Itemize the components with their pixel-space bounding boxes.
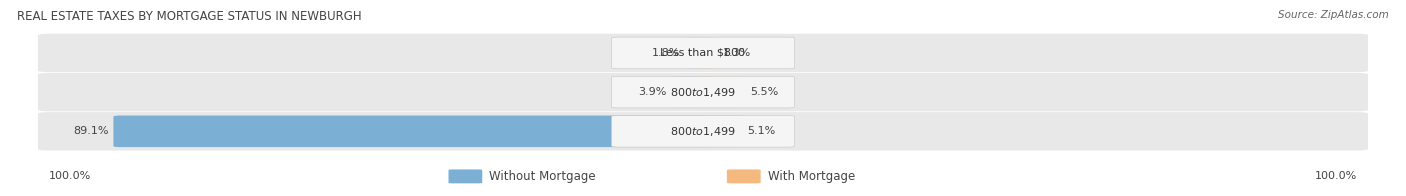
FancyBboxPatch shape: [612, 37, 794, 69]
FancyBboxPatch shape: [38, 34, 1368, 72]
FancyBboxPatch shape: [696, 76, 747, 108]
Text: 5.1%: 5.1%: [748, 126, 776, 136]
FancyBboxPatch shape: [685, 37, 710, 69]
Text: REAL ESTATE TAXES BY MORTGAGE STATUS IN NEWBURGH: REAL ESTATE TAXES BY MORTGAGE STATUS IN …: [17, 10, 361, 23]
Text: 1.3%: 1.3%: [723, 48, 751, 58]
Text: Less than $800: Less than $800: [661, 48, 745, 58]
FancyBboxPatch shape: [671, 76, 710, 108]
FancyBboxPatch shape: [114, 115, 710, 147]
FancyBboxPatch shape: [696, 115, 744, 147]
Text: Source: ZipAtlas.com: Source: ZipAtlas.com: [1278, 10, 1389, 20]
Text: Without Mortgage: Without Mortgage: [489, 170, 596, 183]
FancyBboxPatch shape: [612, 115, 794, 147]
FancyBboxPatch shape: [612, 76, 794, 108]
Text: $800 to $1,499: $800 to $1,499: [671, 125, 735, 138]
Text: 89.1%: 89.1%: [73, 126, 110, 136]
Text: 100.0%: 100.0%: [49, 171, 91, 181]
Text: 1.8%: 1.8%: [651, 48, 681, 58]
FancyBboxPatch shape: [696, 37, 718, 69]
Text: 100.0%: 100.0%: [1315, 171, 1357, 181]
Text: 3.9%: 3.9%: [638, 87, 666, 97]
Text: $800 to $1,499: $800 to $1,499: [671, 86, 735, 99]
FancyBboxPatch shape: [727, 169, 761, 183]
FancyBboxPatch shape: [38, 112, 1368, 151]
Text: With Mortgage: With Mortgage: [768, 170, 855, 183]
FancyBboxPatch shape: [38, 73, 1368, 111]
FancyBboxPatch shape: [449, 169, 482, 183]
Text: 5.5%: 5.5%: [751, 87, 779, 97]
